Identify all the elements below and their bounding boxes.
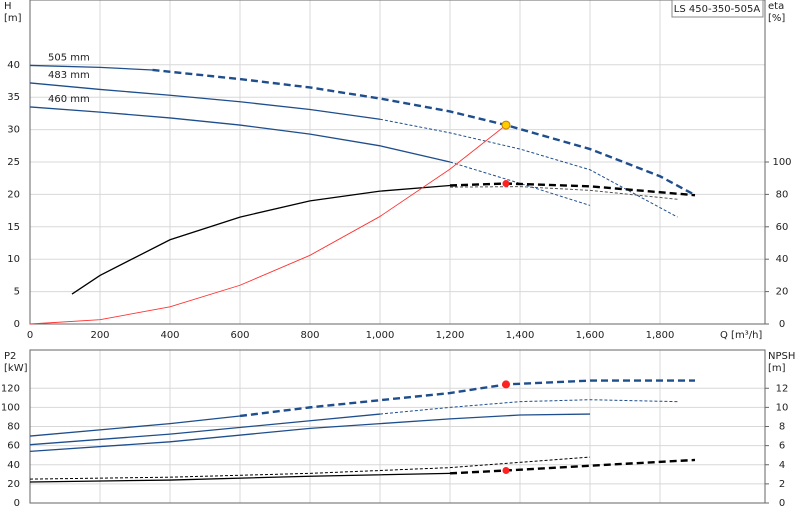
y-tick-label: 25 [7, 157, 20, 168]
y2-tick-label: 0 [779, 319, 785, 330]
series-label: 505 mm [48, 52, 90, 63]
y2-axis-label: NPSH [768, 351, 795, 362]
y2-tick-label: 4 [779, 460, 785, 471]
y-tick-label: 40 [7, 460, 20, 471]
x-tick-label: 1,600 [576, 330, 605, 341]
y-axis-label: P2 [4, 351, 16, 362]
curve [449, 182, 696, 197]
title-box [671, 0, 764, 18]
y2-tick-label: 80 [776, 189, 789, 200]
y2-axis-label: [%] [768, 13, 785, 24]
operating-point [502, 380, 510, 389]
y-axis-label: [m] [4, 13, 22, 24]
y-tick-label: 15 [7, 222, 20, 233]
y2-tick-label: 8 [779, 422, 785, 433]
x-tick-label: 1,200 [436, 330, 465, 341]
x-tick-label: 800 [300, 330, 319, 341]
curve [71, 184, 451, 295]
curve [29, 124, 507, 325]
curve [29, 456, 591, 480]
curve [239, 379, 695, 418]
y-tick-label: 100 [1, 402, 20, 413]
y-tick-label: 20 [7, 479, 20, 490]
curve [449, 186, 678, 200]
y2-tick-label: 40 [776, 254, 789, 265]
curve [29, 64, 153, 71]
x-axis-label: Q [m³/h] [720, 330, 762, 341]
y2-tick-label: 20 [776, 287, 789, 298]
curve [29, 106, 451, 163]
curve [379, 399, 678, 415]
y-axis-label: [kW] [4, 363, 28, 374]
y2-axis-label: eta [768, 1, 784, 12]
y-axis-label: H [4, 1, 12, 12]
y2-axis-label: [m] [768, 363, 786, 374]
series-label: 483 mm [48, 70, 90, 81]
chart-title: LS 450-350-505A [674, 4, 761, 15]
x-tick-label: 200 [90, 330, 109, 341]
y-tick-label: 0 [14, 319, 20, 330]
y2-tick-label: 60 [776, 222, 789, 233]
x-tick-label: 1,800 [646, 330, 675, 341]
curve [29, 82, 381, 120]
y-tick-label: 60 [7, 441, 20, 452]
y-tick-label: 80 [7, 422, 20, 433]
x-tick-label: 1,000 [366, 330, 395, 341]
plot-frame [29, 0, 766, 325]
y2-tick-label: 12 [776, 383, 789, 394]
x-tick-label: 600 [230, 330, 249, 341]
y2-tick-label: 0 [779, 498, 785, 509]
x-tick-label: 1,400 [506, 330, 535, 341]
plot-frame [29, 349, 766, 504]
y-tick-label: 5 [14, 287, 20, 298]
y2-tick-label: 10 [776, 402, 789, 413]
operating-point [501, 120, 511, 130]
y-tick-label: 40 [7, 60, 20, 71]
curve [29, 472, 451, 483]
operating-point [502, 180, 510, 188]
x-tick-label: 400 [160, 330, 179, 341]
y-tick-label: 20 [7, 189, 20, 200]
curve [152, 68, 696, 197]
curve [449, 458, 696, 475]
curve [29, 413, 381, 446]
operating-point [502, 466, 510, 474]
y2-tick-label: 2 [779, 479, 785, 490]
y2-tick-label: 6 [779, 441, 785, 452]
y-tick-label: 30 [7, 125, 20, 136]
y2-tick-label: 100 [772, 157, 791, 168]
curve [449, 161, 591, 206]
y-tick-label: 10 [7, 254, 20, 265]
y-tick-label: 35 [7, 92, 20, 103]
curve [29, 415, 241, 437]
curve [379, 118, 678, 218]
y-tick-label: 120 [1, 383, 20, 394]
y-tick-label: 0 [14, 498, 20, 509]
curve [29, 413, 591, 453]
x-tick-label: 0 [27, 330, 33, 341]
series-label: 460 mm [48, 94, 90, 105]
